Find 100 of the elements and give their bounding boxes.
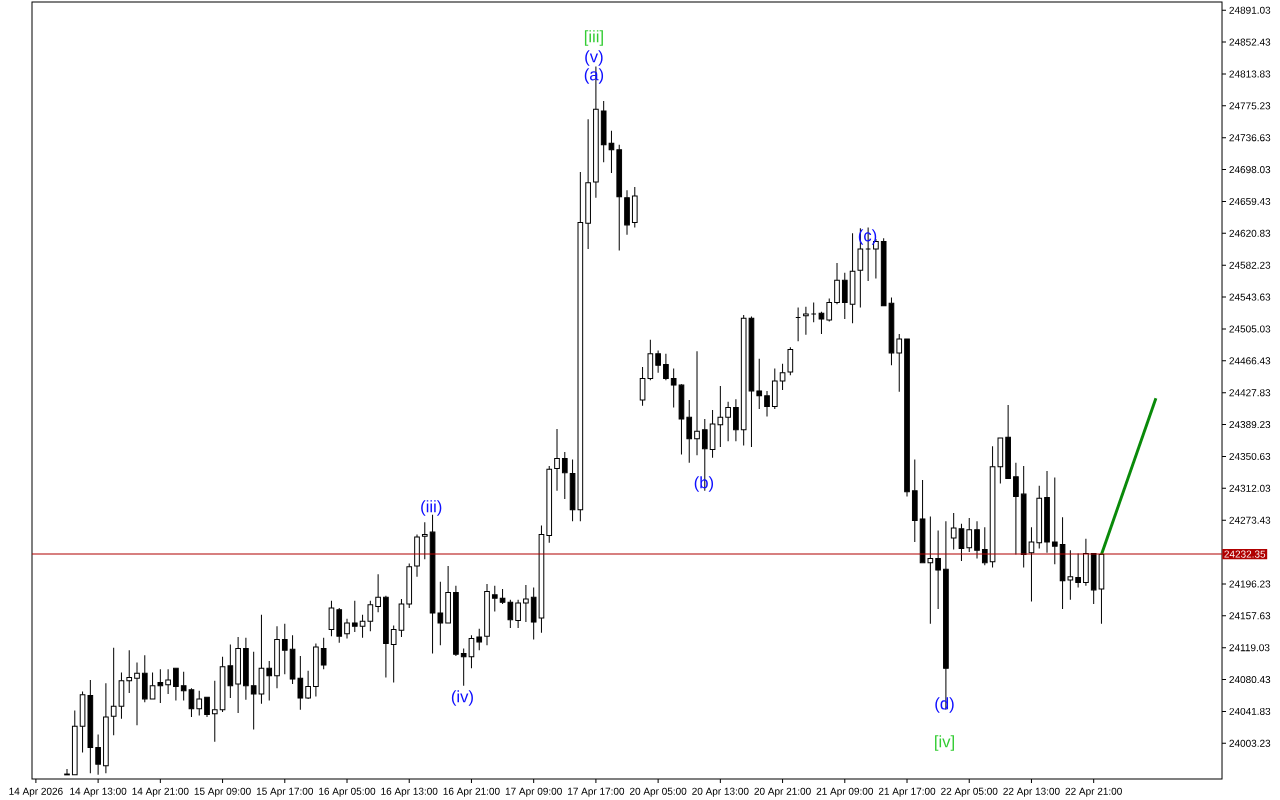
candlestick xyxy=(904,338,910,498)
candlestick xyxy=(616,144,623,252)
x-tick-label: 16 Apr 05:00 xyxy=(319,787,376,797)
candlestick xyxy=(336,607,343,644)
candlestick xyxy=(733,398,739,442)
candlestick xyxy=(631,186,638,228)
candlestick xyxy=(764,390,770,417)
y-tick-label: 24852.43 xyxy=(1229,38,1271,46)
candlestick xyxy=(655,349,661,374)
candlestick xyxy=(204,696,210,718)
candlestick xyxy=(71,709,78,776)
y-tick-label: 24041.83 xyxy=(1229,707,1271,715)
x-tick-label: 14 Apr 13:00 xyxy=(70,787,127,797)
annotation: (v) xyxy=(585,50,603,66)
x-tick-label: 20 Apr 21:00 xyxy=(754,787,811,797)
candlestick xyxy=(803,306,809,336)
y-tick-label: 24582.23 xyxy=(1229,261,1271,269)
annotation: (iv) xyxy=(451,690,473,706)
candlestick xyxy=(561,451,568,500)
candlestick xyxy=(771,368,778,410)
x-tick-label: 22 Apr 05:00 xyxy=(941,787,998,797)
candlestick xyxy=(211,680,218,743)
candlestick xyxy=(328,600,335,637)
candlestick xyxy=(546,465,553,544)
annotation: [iii] xyxy=(584,30,603,46)
annotation: [iv] xyxy=(935,735,954,751)
candlestick xyxy=(834,262,840,305)
candlestick xyxy=(344,618,350,640)
candlestick xyxy=(126,649,133,694)
y-tick-label: 24157.63 xyxy=(1229,612,1271,620)
y-tick-label: 24891.03 xyxy=(1229,6,1271,14)
candlestick xyxy=(165,668,171,695)
candlestick xyxy=(453,585,459,657)
y-tick-label: 24543.63 xyxy=(1229,293,1271,301)
candlestick xyxy=(274,625,280,689)
candlestick xyxy=(266,660,273,702)
candlestick xyxy=(414,534,420,578)
candlestick xyxy=(826,297,833,323)
candlestick xyxy=(351,600,358,633)
y-tick-label: 24003.23 xyxy=(1229,739,1271,747)
candlestick xyxy=(141,654,148,703)
candlestick xyxy=(421,521,428,560)
candlestick xyxy=(515,599,521,629)
candlestick xyxy=(818,311,825,335)
candlestick xyxy=(406,562,413,609)
candlestick xyxy=(281,623,288,675)
candlestick xyxy=(383,595,389,678)
y-tick-label: 24389.23 xyxy=(1229,421,1271,429)
x-tick-label: 22 Apr 21:00 xyxy=(1065,787,1122,797)
y-tick-label: 24813.83 xyxy=(1229,70,1271,78)
x-tick-label: 21 Apr 17:00 xyxy=(878,787,936,797)
candlestick xyxy=(1051,477,1058,565)
candlestick xyxy=(841,272,848,320)
y-tick-label: 24736.63 xyxy=(1229,134,1271,142)
y-tick-label: 24196.23 xyxy=(1229,580,1271,588)
candlestick xyxy=(1013,462,1019,555)
candlestick xyxy=(313,643,319,697)
candlestick xyxy=(1036,485,1043,550)
candlestick xyxy=(375,573,381,613)
x-tick-label: 21 Apr 09:00 xyxy=(816,787,874,797)
y-tick-label: 24775.23 xyxy=(1229,102,1271,110)
candlestick xyxy=(491,585,498,612)
y-tick-label: 24466.43 xyxy=(1229,357,1271,365)
candlestick xyxy=(686,399,693,464)
x-tick-label: 17 Apr 09:00 xyxy=(505,787,562,797)
y-tick-label: 24273.43 xyxy=(1229,516,1271,524)
candlestick xyxy=(935,529,941,610)
candlestick xyxy=(663,353,669,381)
candlestick xyxy=(725,401,731,442)
x-tick-label: 14 Apr 2026 xyxy=(9,787,63,797)
x-tick-label: 16 Apr 21:00 xyxy=(443,787,500,797)
candlestick xyxy=(694,350,700,456)
candlestick xyxy=(911,458,918,543)
candlestick xyxy=(756,358,763,410)
y-tick-label: 24350.63 xyxy=(1229,452,1271,460)
x-tick-label: 20 Apr 05:00 xyxy=(629,787,687,797)
candlestick xyxy=(235,636,241,714)
y-tick-label: 24312.03 xyxy=(1229,484,1271,492)
y-tick-label: 24698.03 xyxy=(1229,166,1271,174)
x-tick-label: 15 Apr 09:00 xyxy=(194,787,251,797)
y-tick-label: 24505.03 xyxy=(1229,325,1271,333)
candlestick xyxy=(196,690,203,716)
ref-line-label: 24232.35 xyxy=(1224,550,1266,558)
y-tick-label: 24427.83 xyxy=(1229,389,1271,397)
candlestick xyxy=(554,428,560,492)
x-tick-label: 14 Apr 21:00 xyxy=(132,787,189,797)
x-tick-label: 20 Apr 13:00 xyxy=(692,787,749,797)
candlestick xyxy=(243,637,249,701)
candlestick xyxy=(585,118,591,250)
x-tick-label: 15 Apr 17:00 xyxy=(256,787,314,797)
candlestick xyxy=(1083,538,1089,587)
x-tick-label: 17 Apr 17:00 xyxy=(568,787,625,797)
candlestick xyxy=(445,565,451,624)
x-tick-label: 16 Apr 13:00 xyxy=(381,787,438,797)
candlestick xyxy=(134,662,140,726)
candlestick xyxy=(896,333,903,393)
y-tick-label: 24659.43 xyxy=(1229,197,1271,205)
annotation: (iii) xyxy=(421,500,442,516)
candlestick xyxy=(103,682,109,774)
candlestick xyxy=(624,189,630,236)
